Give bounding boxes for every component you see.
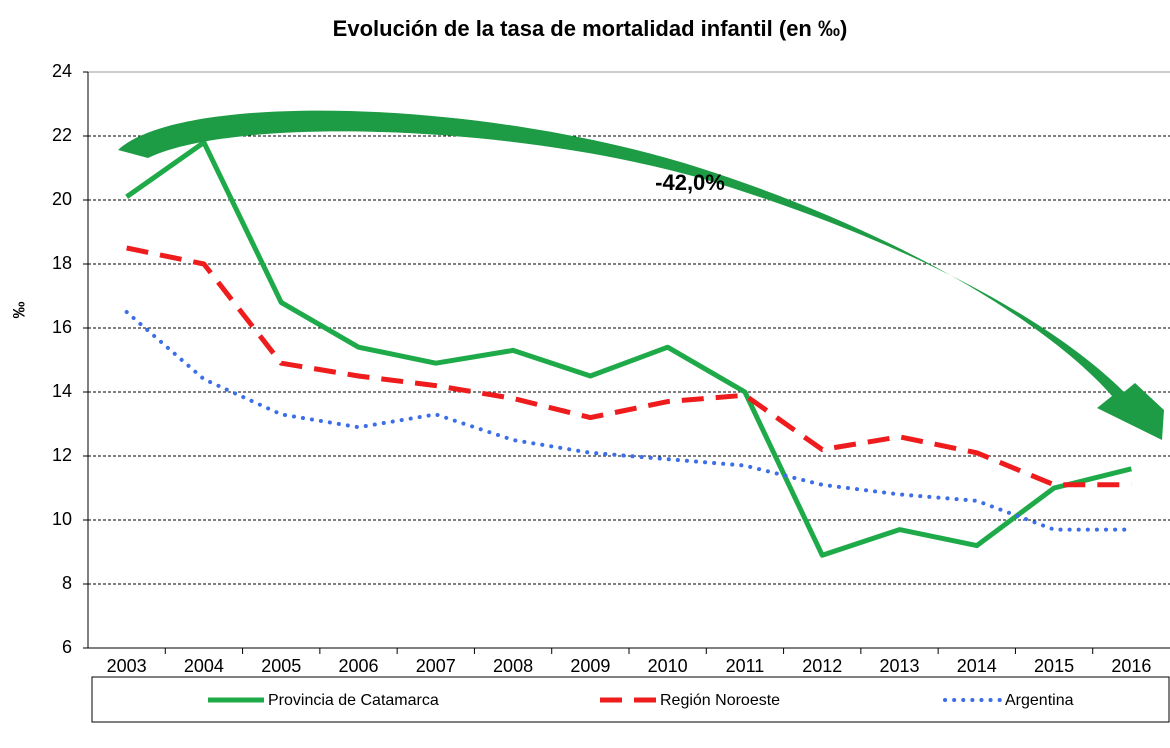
- x-tick-label: 2015: [1034, 656, 1074, 676]
- legend-label: Región Noroeste: [660, 692, 780, 709]
- x-tick-label: 2003: [107, 656, 147, 676]
- x-tick-label: 2006: [338, 656, 378, 676]
- y-tick-label: 18: [52, 253, 72, 273]
- x-tick-label: 2013: [879, 656, 919, 676]
- series-line: [125, 139, 1132, 558]
- y-tick-label: 16: [52, 317, 72, 337]
- x-tick-label: 2009: [570, 656, 610, 676]
- x-tick-label: 2011: [726, 656, 765, 676]
- annotation: -42,0%: [655, 170, 725, 195]
- trend-arrow: [118, 110, 1164, 440]
- y-tick-label: 12: [52, 445, 72, 465]
- chart-title: Evolución de la tasa de mortalidad infan…: [333, 16, 848, 41]
- x-tick-label: 2010: [648, 656, 688, 676]
- y-tick-label: 24: [52, 61, 72, 81]
- legend-label: Argentina: [1005, 692, 1074, 709]
- series-line: [124, 310, 1134, 532]
- y-tick-label: 14: [52, 381, 72, 401]
- legend-box: [91, 676, 1170, 723]
- y-axis-label: ‰: [9, 302, 28, 319]
- x-tick-label: 2008: [493, 656, 533, 676]
- y-tick-label: 10: [52, 509, 72, 529]
- y-tick-label: 6: [62, 637, 72, 657]
- x-tick-label: 2005: [261, 656, 301, 676]
- y-tick-label: 8: [62, 573, 72, 593]
- x-tick-label: 2004: [184, 656, 224, 676]
- y-tick-label: 22: [52, 125, 72, 145]
- y-tick-label: 20: [52, 189, 72, 209]
- x-tick-label: 2012: [802, 656, 842, 676]
- legend-label: Provincia de Catamarca: [268, 692, 439, 709]
- series-line: [126, 245, 1132, 488]
- x-tick-label: 2014: [957, 656, 997, 676]
- x-tick-label: 2007: [416, 656, 456, 676]
- x-tick-label: 2016: [1111, 656, 1151, 676]
